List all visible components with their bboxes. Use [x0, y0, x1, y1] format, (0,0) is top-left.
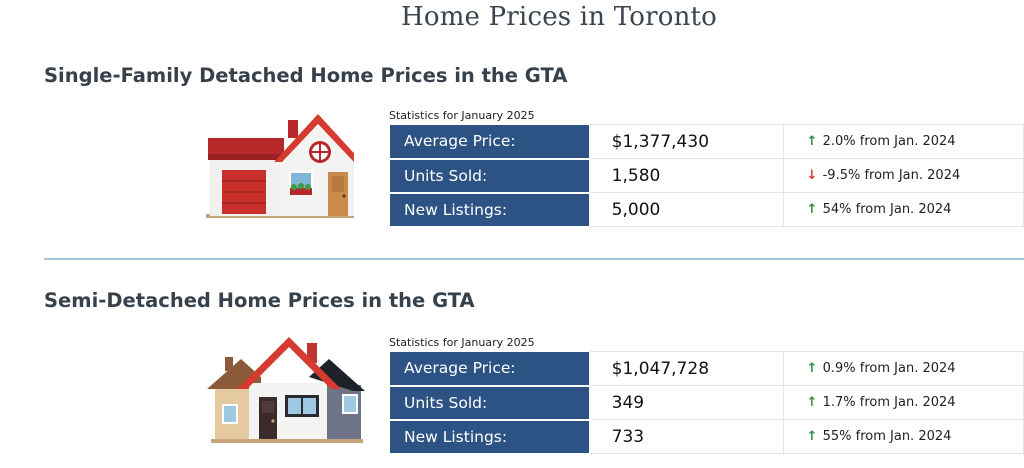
new-listings-value: 5,000	[588, 192, 785, 227]
stats-caption: Statistics for January 2025	[389, 336, 535, 349]
arrow-up-icon: ↑	[806, 395, 818, 410]
change-text: 0.9% from Jan. 2024	[822, 361, 956, 376]
arrow-up-icon: ↑	[806, 202, 818, 217]
semi-detached-house-icon	[207, 337, 365, 443]
stats-caption: Statistics for January 2025	[389, 109, 535, 122]
average-price-label: Average Price:	[389, 124, 590, 160]
new-listings-label: New Listings:	[389, 192, 590, 228]
average-price-value: $1,047,728	[588, 351, 785, 386]
stats-table-semi-detached: Average Price: $1,047,728 ↑ 0.9% from Ja…	[389, 351, 1024, 455]
detached-house-icon	[206, 114, 354, 218]
average-price-label: Average Price:	[389, 351, 590, 387]
change-text: 2.0% from Jan. 2024	[822, 134, 956, 149]
units-sold-label: Units Sold:	[389, 385, 590, 421]
section-title-semi-detached: Semi-Detached Home Prices in the GTA	[44, 289, 475, 312]
new-listings-label: New Listings:	[389, 419, 590, 455]
average-price-change: ↑ 0.9% from Jan. 2024	[783, 351, 1024, 386]
stats-table-detached: Average Price: $1,377,430 ↑ 2.0% from Ja…	[389, 124, 1024, 228]
arrow-up-icon: ↑	[806, 134, 818, 149]
units-sold-change: ↑ 1.7% from Jan. 2024	[783, 385, 1024, 420]
table-row: Average Price: $1,377,430 ↑ 2.0% from Ja…	[389, 124, 1024, 160]
change-text: 55% from Jan. 2024	[822, 429, 952, 444]
arrow-up-icon: ↑	[806, 361, 818, 376]
units-sold-value: 1,580	[588, 158, 785, 193]
change-text: -9.5% from Jan. 2024	[822, 168, 961, 183]
units-sold-label: Units Sold:	[389, 158, 590, 194]
average-price-change: ↑ 2.0% from Jan. 2024	[783, 124, 1024, 159]
table-row: New Listings: 733 ↑ 55% from Jan. 2024	[389, 419, 1024, 455]
change-text: 54% from Jan. 2024	[822, 202, 952, 217]
change-text: 1.7% from Jan. 2024	[822, 395, 956, 410]
table-row: Units Sold: 1,580 ↓ -9.5% from Jan. 2024	[389, 158, 1024, 194]
table-row: Average Price: $1,047,728 ↑ 0.9% from Ja…	[389, 351, 1024, 387]
average-price-value: $1,377,430	[588, 124, 785, 159]
arrow-up-icon: ↑	[806, 429, 818, 444]
section-divider	[44, 258, 1024, 260]
section-title-detached: Single-Family Detached Home Prices in th…	[44, 64, 568, 87]
page-title: Home Prices in Toronto	[400, 2, 718, 32]
units-sold-change: ↓ -9.5% from Jan. 2024	[783, 158, 1024, 193]
table-row: New Listings: 5,000 ↑ 54% from Jan. 2024	[389, 192, 1024, 228]
new-listings-value: 733	[588, 419, 785, 454]
new-listings-change: ↑ 55% from Jan. 2024	[783, 419, 1024, 454]
table-row: Units Sold: 349 ↑ 1.7% from Jan. 2024	[389, 385, 1024, 421]
arrow-down-icon: ↓	[806, 168, 818, 183]
units-sold-value: 349	[588, 385, 785, 420]
new-listings-change: ↑ 54% from Jan. 2024	[783, 192, 1024, 227]
